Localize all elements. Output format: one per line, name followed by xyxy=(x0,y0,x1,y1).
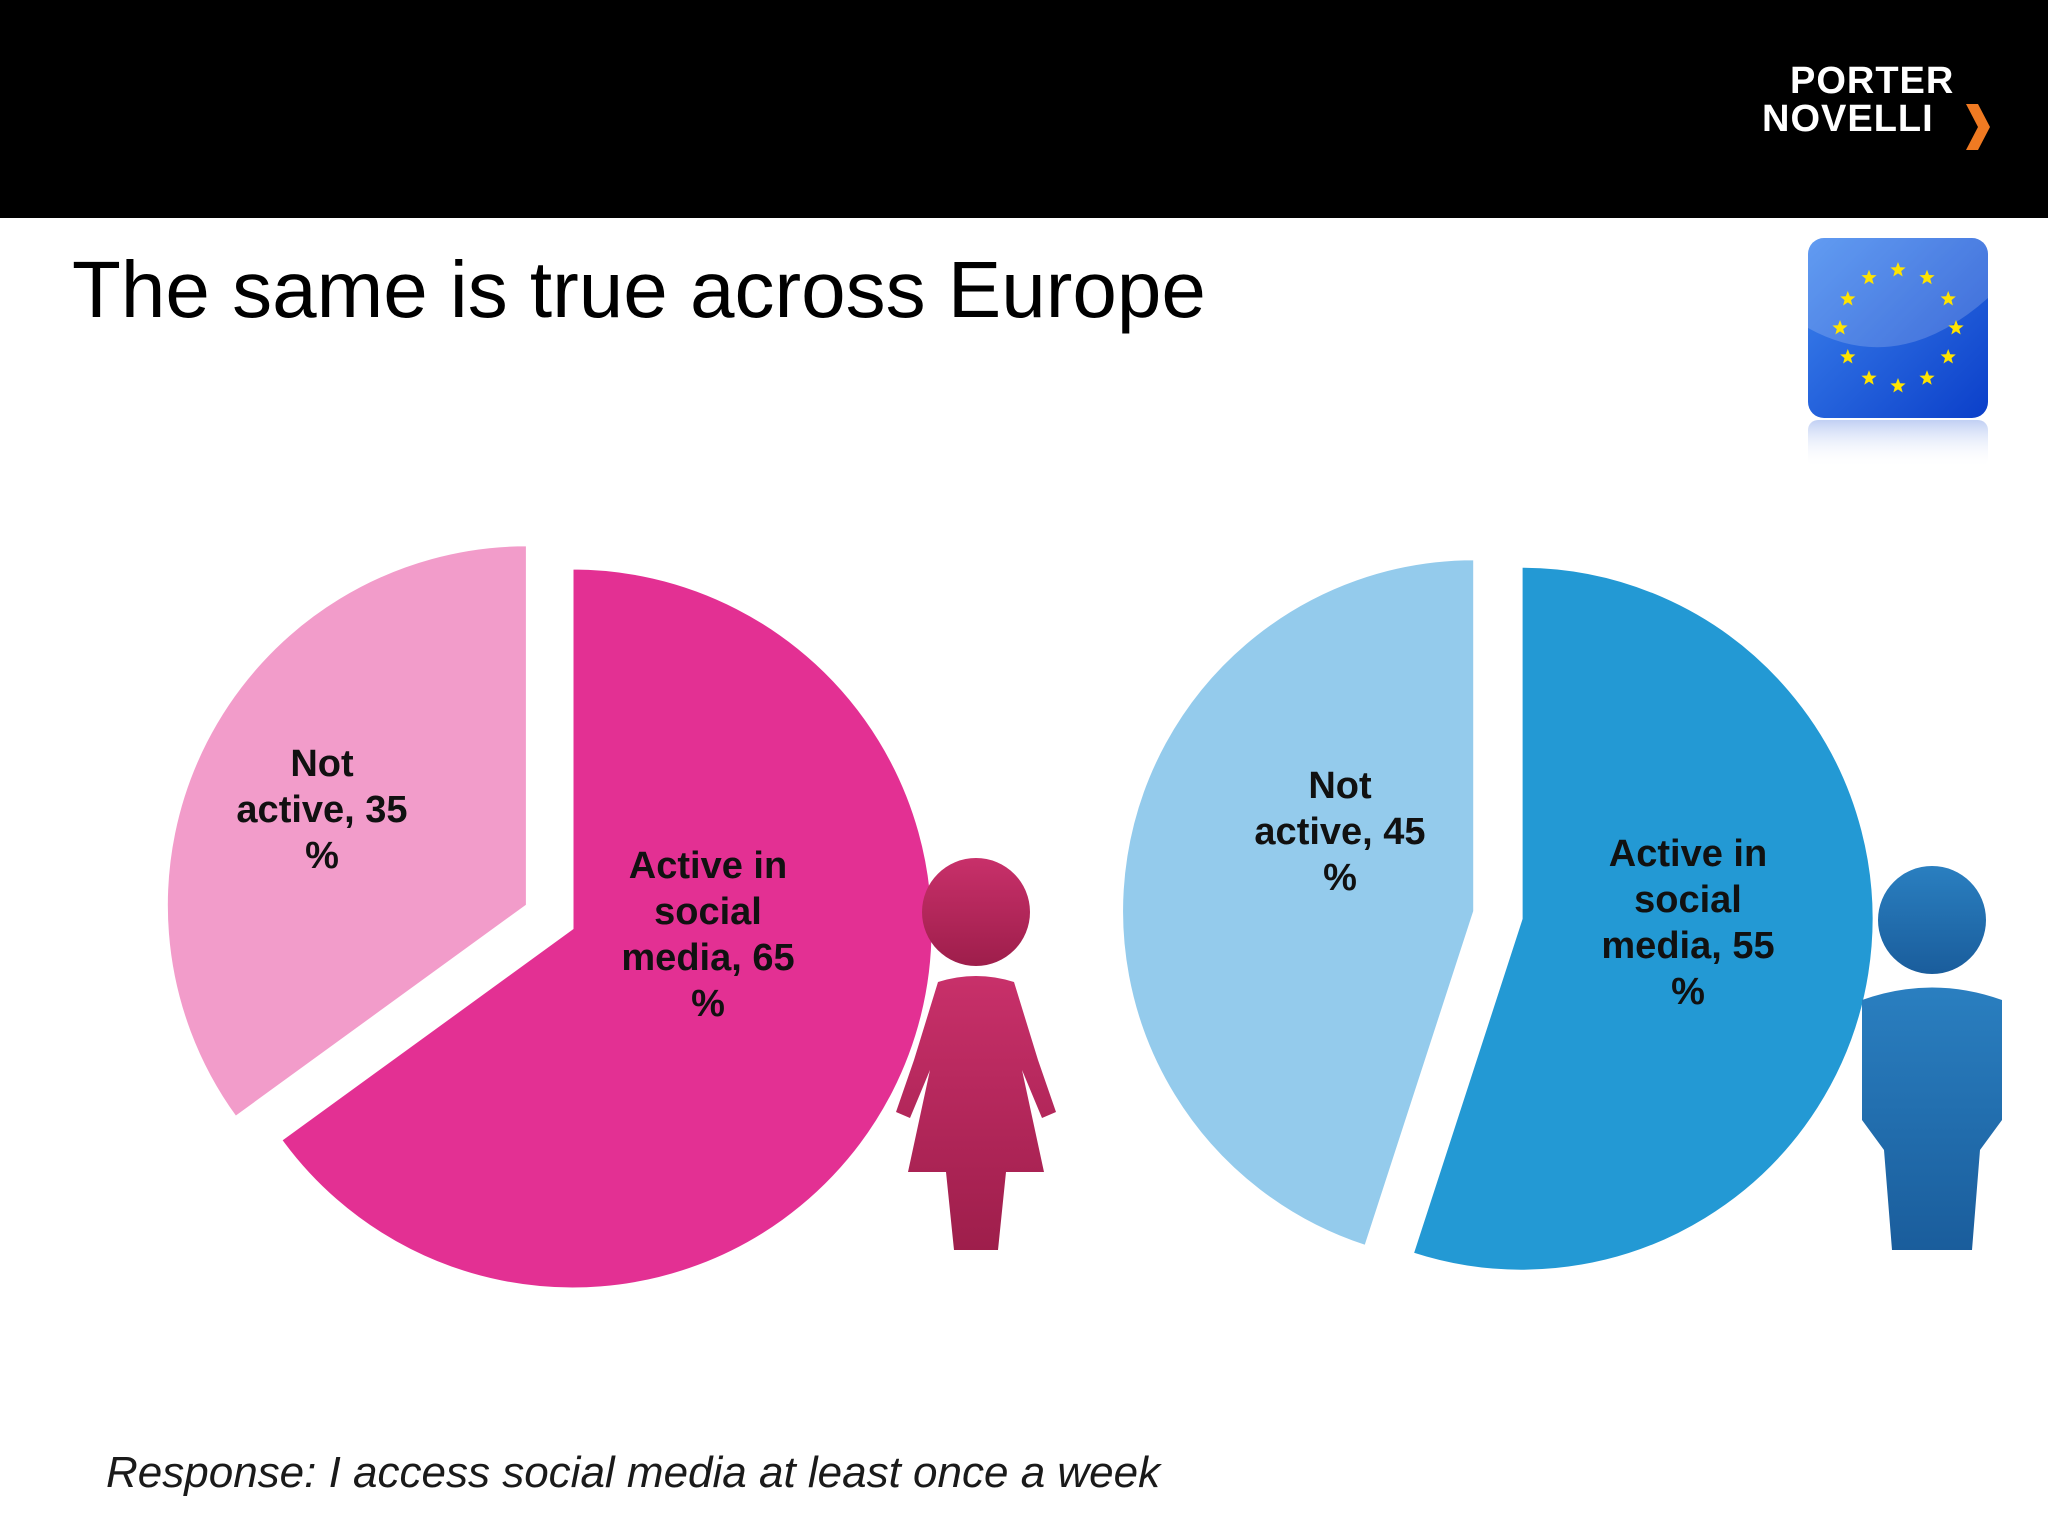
logo-line-2: NOVELLI xyxy=(1762,98,1934,140)
slice-label-active: Active in social media, 55% xyxy=(1601,833,1774,1013)
slice-label-not-active: Not active, 35% xyxy=(236,743,407,877)
eu-star-icon xyxy=(1890,378,1906,393)
eu-star-icon xyxy=(1861,370,1877,385)
pie-chart-1: Not active, 35% Active in social media, 65% xyxy=(165,544,934,1290)
slice-label-not-active: Not active, 45% xyxy=(1254,765,1425,899)
porter-novelli-logo: PORTER NOVELLI xyxy=(1762,62,2012,152)
male-figure-icon xyxy=(1862,866,2002,1250)
eu-star-icon xyxy=(1948,320,1964,335)
pie-slice-not-active xyxy=(1121,558,1476,1248)
eu-star-icon xyxy=(1861,269,1877,285)
eu-star-icon xyxy=(1840,349,1856,364)
female-figure-icon xyxy=(896,858,1056,1250)
eu-star-icon xyxy=(1940,349,1956,364)
pie-slice-active xyxy=(1411,565,1875,1272)
top-bar xyxy=(0,0,2048,218)
eu-flag-icon xyxy=(1808,238,1988,468)
pie-slice-active xyxy=(279,567,934,1290)
slice-label-active: Active in social media, 65% xyxy=(621,845,794,1025)
chevron-right-icon xyxy=(1966,104,1990,150)
pie-slice-not-active xyxy=(165,544,528,1119)
eu-star-icon xyxy=(1832,320,1848,335)
eu-star-icon xyxy=(1919,269,1935,285)
footnote: Response: I access social media at least… xyxy=(106,1448,1161,1497)
eu-star-icon xyxy=(1940,291,1956,306)
pie-chart-2: Not active, 45 % Active in social media, 55% xyxy=(1121,558,1875,1272)
logo-line-1: PORTER xyxy=(1790,60,1955,102)
eu-star-icon xyxy=(1919,370,1935,385)
eu-star-icon xyxy=(1890,262,1906,277)
eu-star-icon xyxy=(1840,291,1856,306)
slide-title: The same is true across Europe xyxy=(72,245,1206,334)
